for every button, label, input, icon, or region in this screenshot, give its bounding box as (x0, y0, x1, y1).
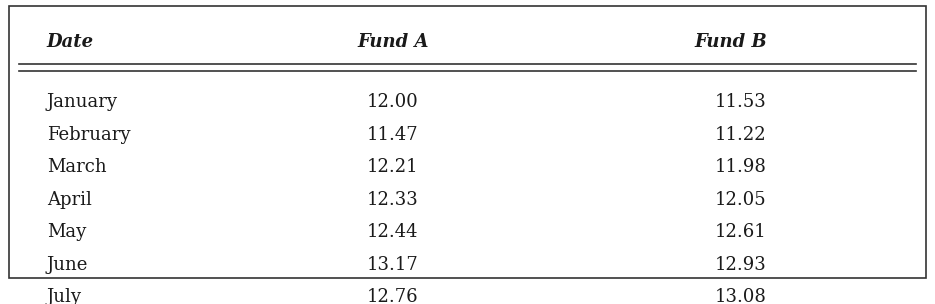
Text: January: January (47, 93, 118, 111)
Text: 12.61: 12.61 (715, 223, 767, 241)
Text: 11.53: 11.53 (715, 93, 767, 111)
Text: 12.44: 12.44 (367, 223, 419, 241)
Text: May: May (47, 223, 86, 241)
Text: 12.33: 12.33 (367, 191, 419, 209)
Text: 12.00: 12.00 (367, 93, 419, 111)
Text: February: February (47, 126, 130, 143)
Text: 12.05: 12.05 (715, 191, 767, 209)
Text: 12.76: 12.76 (367, 288, 419, 304)
Text: 13.17: 13.17 (367, 256, 419, 274)
FancyBboxPatch shape (9, 6, 926, 278)
Text: Date: Date (47, 33, 94, 51)
Text: July: July (47, 288, 81, 304)
Text: March: March (47, 158, 107, 176)
Text: Fund B: Fund B (694, 33, 767, 51)
Text: June: June (47, 256, 88, 274)
Text: April: April (47, 191, 92, 209)
Text: 12.21: 12.21 (367, 158, 419, 176)
Text: 11.98: 11.98 (715, 158, 767, 176)
Text: 12.93: 12.93 (715, 256, 767, 274)
Text: Fund A: Fund A (357, 33, 428, 51)
Text: 11.47: 11.47 (367, 126, 419, 143)
Text: 11.22: 11.22 (715, 126, 767, 143)
Text: 13.08: 13.08 (715, 288, 767, 304)
